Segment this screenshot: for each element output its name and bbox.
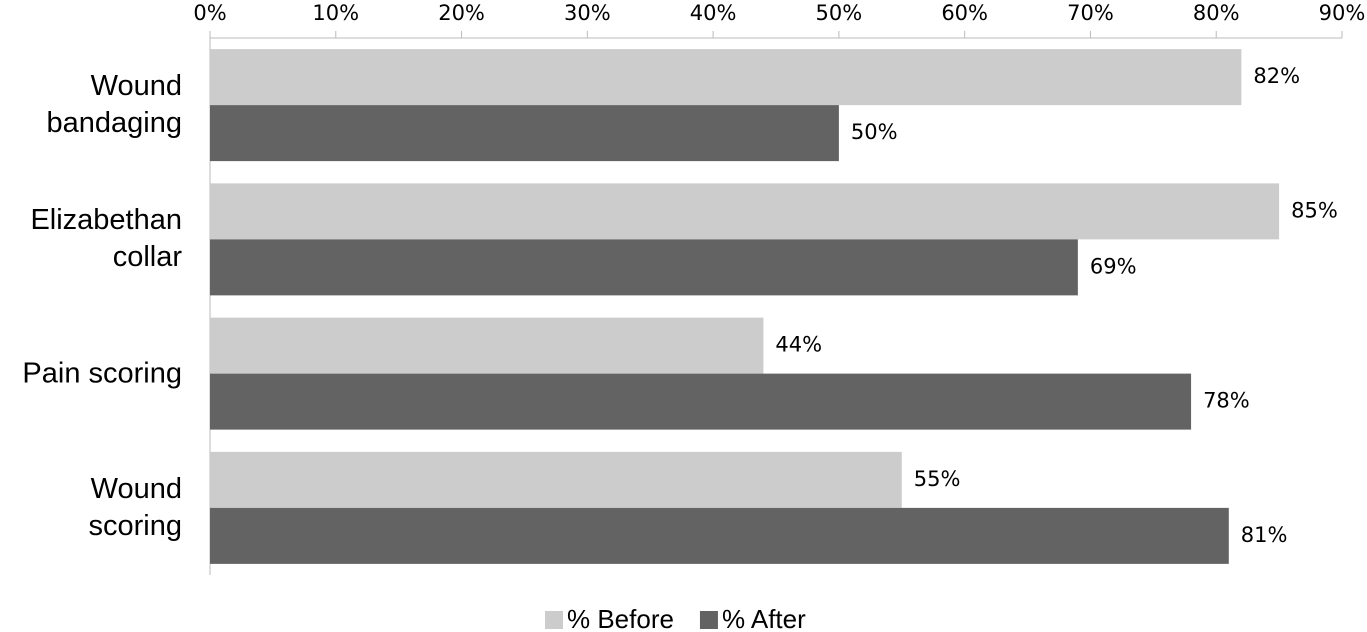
bar (210, 183, 1280, 240)
category-label: Pain scoring (22, 357, 182, 390)
x-tick-label: 10% (312, 1, 359, 25)
x-tick-label: 20% (438, 1, 485, 25)
legend-label: % After (722, 604, 806, 632)
legend-swatch (699, 611, 718, 629)
data-label: 44% (775, 333, 822, 357)
data-label: 82% (1253, 64, 1300, 88)
x-tick-label: 40% (690, 1, 737, 25)
data-label: 50% (851, 120, 898, 144)
x-tick-label: 0% (193, 1, 226, 25)
x-tick-label: 70% (1067, 1, 1114, 25)
x-tick-label: 80% (1193, 1, 1240, 25)
bar (210, 373, 1192, 430)
x-tick-label: 60% (941, 1, 988, 25)
category-label: Wound bandaging (46, 70, 182, 140)
bar (210, 317, 764, 374)
x-tick-label: 50% (816, 1, 863, 25)
bar (210, 239, 1078, 296)
x-tick-label: 90% (1319, 1, 1366, 25)
bar (210, 507, 1229, 564)
bar (210, 451, 902, 508)
category-label: Elizabethan collar (30, 204, 182, 274)
data-label: 55% (914, 467, 961, 491)
legend-swatch (545, 611, 563, 629)
legend-label: % Before (567, 604, 674, 632)
data-label: 85% (1291, 198, 1338, 222)
category-label: Wound scoring (88, 472, 183, 542)
bar (210, 49, 1242, 106)
x-tick-label: 30% (564, 1, 611, 25)
data-label: 69% (1090, 254, 1137, 278)
bar (210, 105, 839, 162)
data-label: 81% (1241, 523, 1288, 547)
data-label: 78% (1203, 389, 1250, 413)
